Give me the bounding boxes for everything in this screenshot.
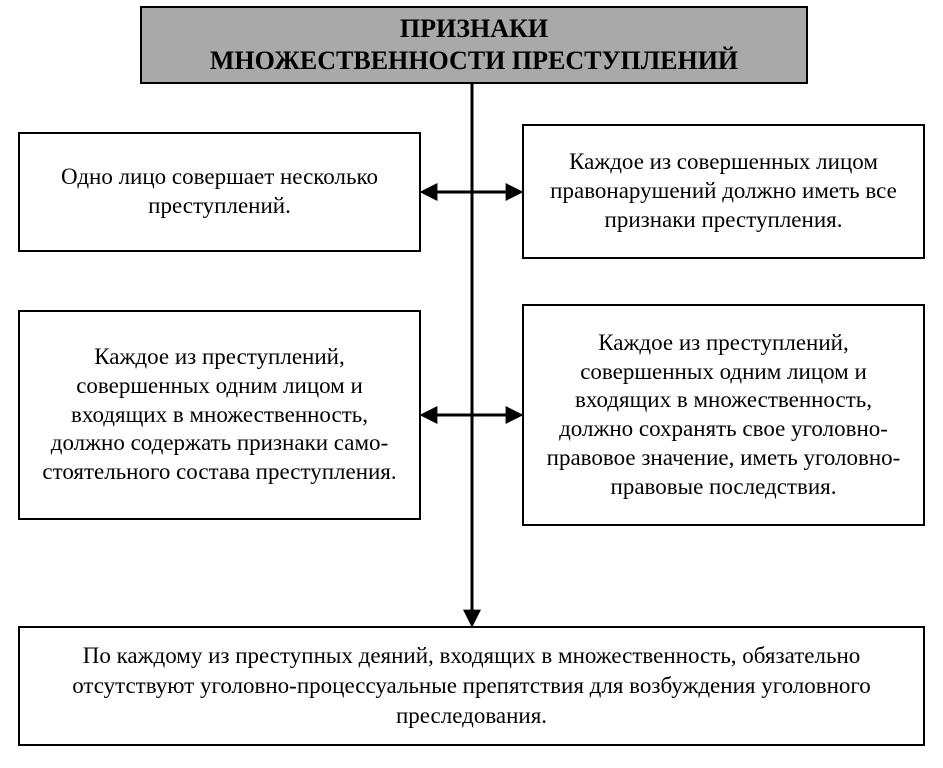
row2-left-text: Каждое из преступлений, совершенных одни… bbox=[38, 343, 401, 487]
row2-left-box: Каждое из преступлений, совершенных одни… bbox=[18, 310, 421, 520]
header-text: ПРИЗНАКИ МНОЖЕСТВЕННОСТИ ПРЕСТУПЛЕНИЙ bbox=[210, 13, 738, 78]
row2-right-text: Каждое из преступлений, совершенных одни… bbox=[542, 329, 905, 502]
bottom-box: По каждому из преступных деяний, входящи… bbox=[18, 626, 925, 746]
bottom-text: По каждому из преступных деяний, входящи… bbox=[42, 641, 901, 731]
row2-right-box: Каждое из преступлений, совершенных одни… bbox=[522, 304, 925, 526]
row1-left-box: Одно лицо совершает несколько преступлен… bbox=[18, 132, 421, 252]
header-box: ПРИЗНАКИ МНОЖЕСТВЕННОСТИ ПРЕСТУПЛЕНИЙ bbox=[140, 6, 808, 84]
row1-left-text: Одно лицо совершает несколько преступлен… bbox=[38, 163, 401, 221]
row1-right-text: Каждое из совершенных лицом правонарушен… bbox=[542, 148, 905, 234]
row1-right-box: Каждое из совершенных лицом правонарушен… bbox=[522, 124, 925, 259]
